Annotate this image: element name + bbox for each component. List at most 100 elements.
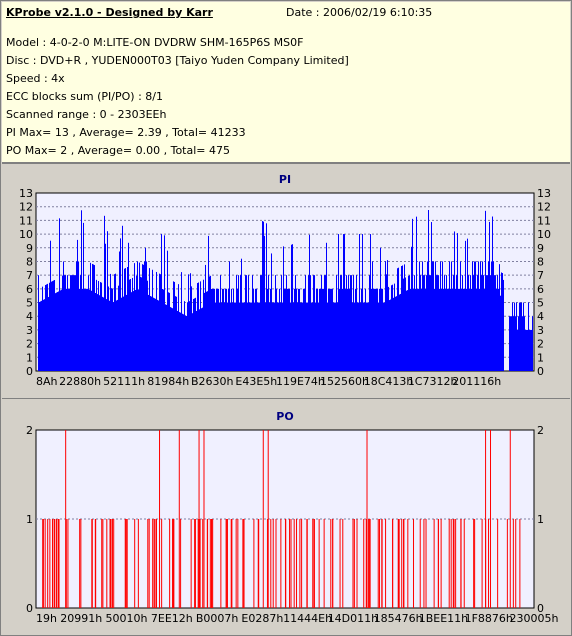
- x-tick-label: 1C7312h: [408, 375, 458, 388]
- pi-bar: [165, 304, 166, 371]
- pi-bar: [497, 275, 498, 371]
- pi-bar: [491, 261, 492, 371]
- pi-bar: [54, 279, 55, 371]
- pi-bar: [335, 302, 336, 371]
- po-bar: [275, 519, 277, 608]
- pi-bar: [314, 275, 315, 371]
- pi-bar: [130, 279, 131, 371]
- pi-bar: [274, 302, 275, 371]
- po-bar: [110, 519, 112, 608]
- pi-bar: [278, 302, 279, 371]
- pi-bar: [239, 302, 240, 371]
- pi-bar: [470, 275, 471, 371]
- po-bar: [369, 519, 371, 608]
- po-bar: [306, 519, 308, 608]
- pi-bar: [412, 218, 413, 371]
- pi-bar: [374, 288, 375, 371]
- pi-bar: [101, 282, 102, 371]
- pi-bar: [384, 302, 385, 371]
- po-bar: [332, 519, 334, 608]
- pi-bar: [186, 315, 187, 371]
- y-tick-label-left: 13: [19, 187, 33, 200]
- pi-bar: [474, 261, 475, 371]
- pi-bar: [250, 302, 251, 371]
- pi-bar: [378, 302, 379, 371]
- po-bar: [397, 519, 399, 608]
- po-bar: [452, 519, 454, 608]
- po-bar: [172, 519, 174, 608]
- pi-bar: [152, 269, 153, 371]
- pi-bar: [232, 302, 233, 371]
- y-tick-label-right: 7: [537, 269, 544, 282]
- pi-bar: [527, 329, 528, 371]
- po-bar: [377, 519, 379, 608]
- pi-bar: [112, 288, 113, 371]
- pi-bar: [348, 275, 349, 371]
- pi-bar: [189, 301, 190, 371]
- pi-bar: [42, 286, 43, 371]
- pi-bar: [482, 261, 483, 371]
- pi-bar: [244, 302, 245, 371]
- po-bar: [220, 519, 222, 608]
- y-tick-label-left: 6: [26, 283, 33, 296]
- x-tick-label: 52111h: [103, 375, 145, 388]
- pi-bar: [150, 296, 151, 371]
- pi-bar: [471, 288, 472, 371]
- po-bar: [211, 519, 213, 608]
- po-bar: [212, 519, 214, 608]
- po-bar: [330, 519, 332, 608]
- pi-bar: [513, 316, 514, 371]
- pi-bar: [494, 275, 495, 371]
- pi-bar: [339, 288, 340, 371]
- pi-bar: [59, 218, 60, 371]
- pi-bar: [393, 297, 394, 371]
- po-bar: [42, 519, 44, 608]
- pi-bar: [46, 284, 47, 371]
- po-bar: [296, 519, 298, 608]
- pi-bar: [48, 297, 49, 371]
- pi-bar: [261, 275, 262, 371]
- pi-bar: [487, 275, 488, 371]
- pi-bar: [146, 261, 147, 371]
- pi-bar: [452, 288, 453, 371]
- y-tick-label-right: 2: [537, 338, 544, 351]
- pi-bar: [458, 288, 459, 371]
- pi-bar: [422, 261, 423, 371]
- pi-bar: [136, 275, 137, 371]
- pi-bar: [182, 313, 183, 371]
- po-bar: [202, 519, 204, 608]
- pi-bar: [106, 299, 107, 371]
- pi-bar: [526, 329, 527, 371]
- pi-bar: [445, 288, 446, 371]
- info-panel: KProbe v2.1.0 - Designed by Karr Date : …: [2, 2, 570, 164]
- pi-bar: [276, 288, 277, 371]
- pi-bar: [247, 302, 248, 371]
- pi-bar: [221, 302, 222, 371]
- po-bar: [425, 519, 427, 608]
- pi-bar: [220, 275, 221, 371]
- po-bar: [440, 519, 442, 608]
- pi-bar: [399, 294, 400, 371]
- pi-bar: [312, 302, 313, 371]
- pi-bar: [133, 291, 134, 371]
- pi-bar: [409, 275, 410, 371]
- pi-bar: [88, 275, 89, 371]
- pi-bar: [390, 299, 391, 371]
- pi-bar: [364, 302, 365, 371]
- pi-bar: [379, 288, 380, 371]
- po-bar: [91, 519, 93, 608]
- po-bar-peak: [203, 430, 205, 608]
- pi-bar: [499, 264, 500, 371]
- disc-line: Disc : DVD+R , YUDEN000T03 [Taiyo Yuden …: [6, 54, 349, 67]
- pi-bar: [437, 275, 438, 371]
- pi-bar: [61, 289, 62, 371]
- po-bar: [506, 519, 508, 608]
- pi-bar: [160, 274, 161, 371]
- y-tick-label-right: 0: [537, 602, 544, 615]
- pi-bar: [442, 261, 443, 371]
- pi-bar: [333, 302, 334, 371]
- pi-bar: [154, 298, 155, 371]
- pi-bar: [199, 309, 200, 371]
- po-bar: [231, 519, 233, 608]
- pi-bar: [477, 275, 478, 371]
